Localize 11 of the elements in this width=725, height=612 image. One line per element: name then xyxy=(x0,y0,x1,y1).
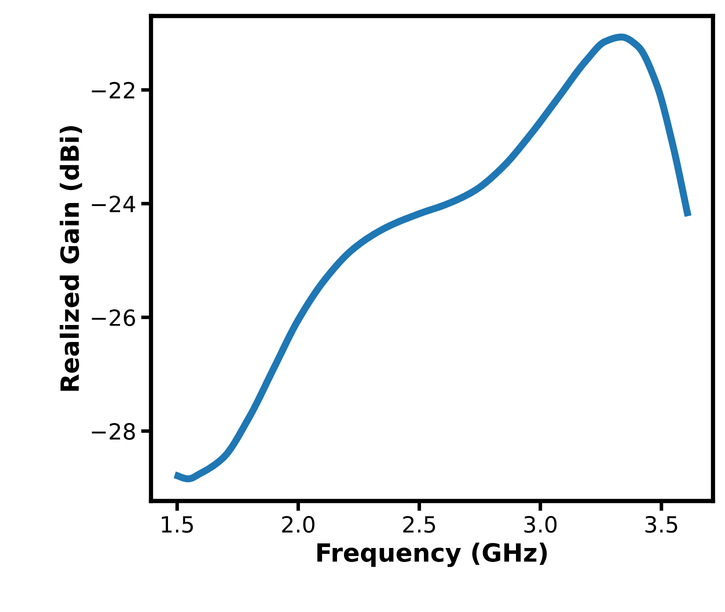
y-tick-label: −22 xyxy=(92,82,134,98)
y-tick-label: −26 xyxy=(92,309,136,326)
x-tick-label: 1.5 xyxy=(162,516,193,533)
y-tick-label: −28 xyxy=(92,423,135,440)
x-axis-title: Frequency (GHz) xyxy=(317,542,547,568)
y-tick-label: −24 xyxy=(92,196,136,212)
x-tick-label: 3.5 xyxy=(645,516,678,533)
x-tick-label: 2.0 xyxy=(282,516,314,533)
x-tick-label: 2.5 xyxy=(403,516,436,533)
x-tick-label: 3.0 xyxy=(524,516,557,533)
y-axis-title: Realized Gain (dBi) xyxy=(60,126,82,391)
